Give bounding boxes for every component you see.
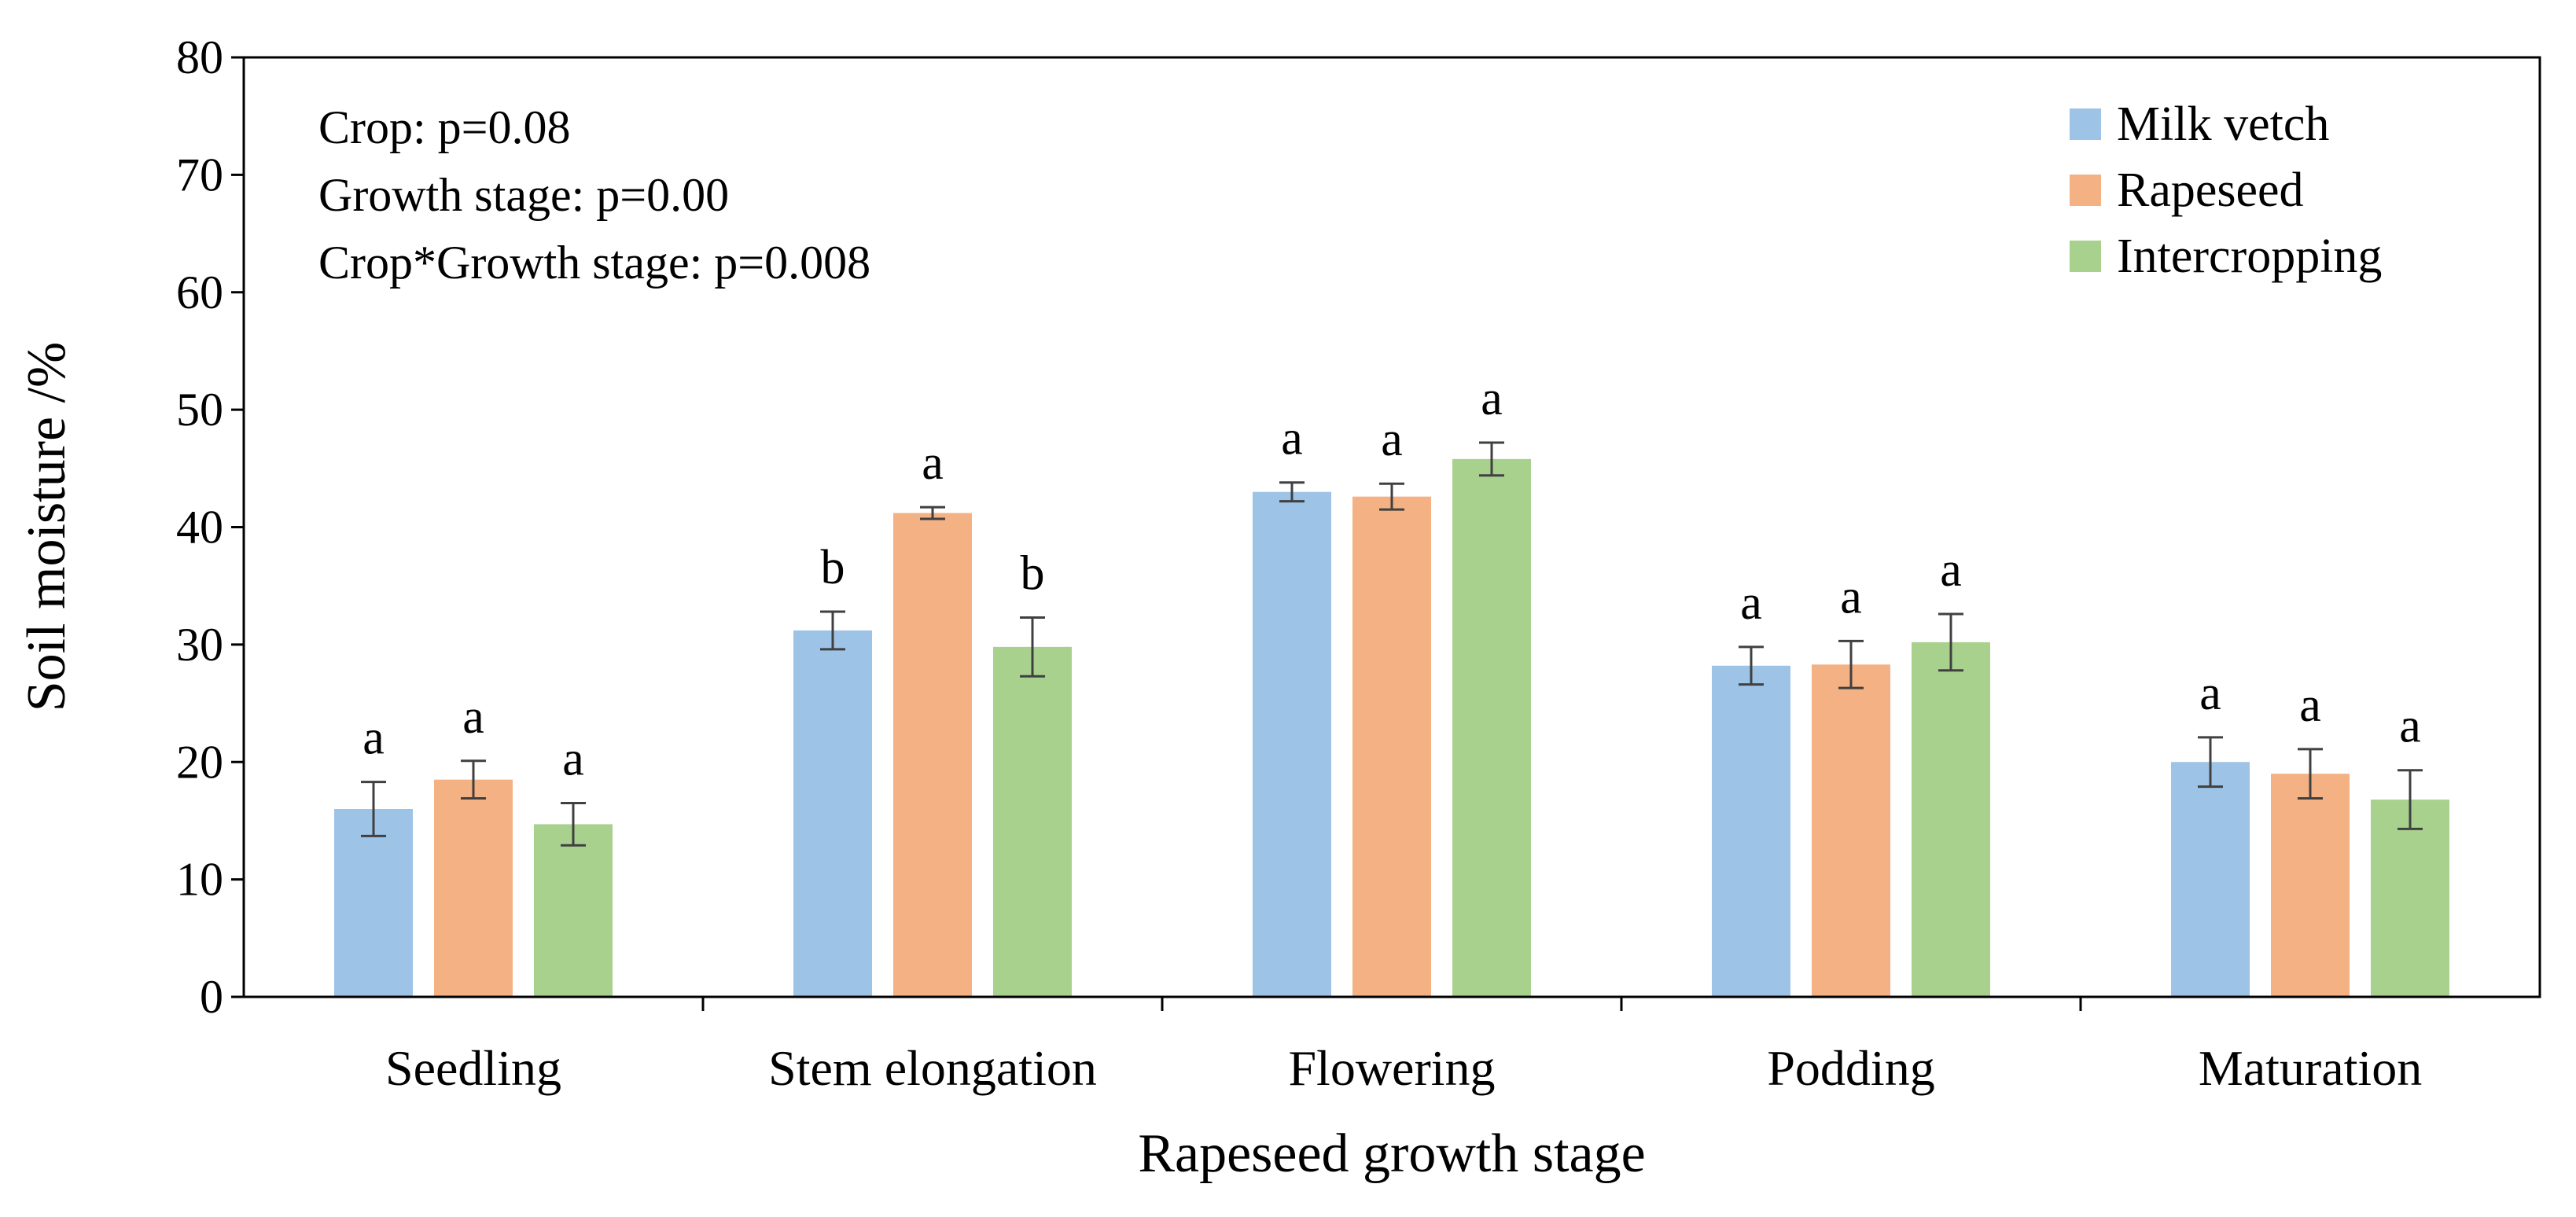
bar-intercropping-stem-elongation [993,646,1072,997]
x-tick-label-flowering: Flowering [1288,1040,1495,1096]
significance-letter-intercropping-podding: a [1940,543,1962,597]
legend-swatch-milk-vetch [2070,108,2101,140]
significance-letter-milk-vetch-maturation: a [2199,667,2221,720]
bar-intercropping-podding [1912,642,1990,997]
legend-label-intercropping: Intercropping [2117,230,2382,283]
x-axis-title: Rapeseed growth stage [1138,1123,1645,1184]
x-axis: Seedling Stem elongation Flowering Podding M… [385,997,2422,1096]
y-tick-label-60: 60 [176,267,223,318]
legend-label-milk-vetch: Milk vetch [2117,97,2329,151]
significance-letter-milk-vetch-seedling: a [362,711,385,765]
x-tick-label-seedling: Seedling [385,1040,561,1096]
y-tick-label-0: 0 [200,971,223,1023]
bar-intercropping-seedling [534,824,613,997]
annotation-crop-p: Crop: p=0.08 [318,101,571,153]
significance-letter-rapeseed-stem-elongation: a [922,436,944,490]
bar-milk-vetch-maturation [2171,762,2250,997]
y-tick-label-80: 80 [176,31,223,83]
x-tick-label-podding: Podding [1767,1040,1934,1096]
x-tick-label-stem-elongation: Stem elongation [768,1040,1097,1096]
bar-milk-vetch-podding [1712,665,1790,997]
bar-intercropping-maturation [2371,800,2449,997]
significance-letter-intercropping-stem-elongation: b [1021,547,1045,601]
significance-letter-milk-vetch-flowering: a [1281,412,1303,465]
bar-milk-vetch-seedling [334,809,413,997]
y-axis-title: Soil moisture /% [17,342,77,712]
significance-letter-rapeseed-flowering: a [1381,413,1403,466]
significance-letter-rapeseed-maturation: a [2299,678,2321,732]
bar-milk-vetch-flowering [1253,491,1331,997]
y-tick-label-40: 40 [176,502,223,553]
bar-rapeseed-podding [1812,664,1890,997]
bar-rapeseed-flowering [1352,496,1431,997]
y-tick-label-20: 20 [176,736,223,788]
y-tick-label-50: 50 [176,384,223,436]
bar-rapeseed-seedling [434,779,513,997]
bar-rapeseed-stem-elongation [893,513,972,997]
bar-milk-vetch-stem-elongation [793,630,872,997]
significance-letter-rapeseed-podding: a [1840,570,1862,623]
legend-label-rapeseed: Rapeseed [2117,164,2304,217]
significance-letters-layer: a a a b a b a a a a a a a a a [362,372,2421,786]
x-tick-label-maturation: Maturation [2199,1040,2422,1096]
y-axis: 0 10 20 30 40 50 60 70 80 [176,31,244,1023]
bars-layer [334,458,2449,997]
bar-intercropping-flowering [1452,458,1531,997]
significance-letter-rapeseed-seedling: a [462,690,484,744]
y-tick-label-30: 30 [176,619,223,671]
significance-letter-intercropping-maturation: a [2399,700,2421,753]
annotation-growth-stage-p: Growth stage: p=0.00 [318,169,729,221]
legend-swatch-intercropping [2070,241,2101,272]
annotation-interaction-p: Crop*Growth stage: p=0.008 [318,237,870,289]
legend-swatch-rapeseed [2070,175,2101,206]
significance-letter-milk-vetch-stem-elongation: b [821,541,845,594]
error-bars-layer [361,441,2423,847]
y-tick-label-10: 10 [176,854,223,906]
bar-rapeseed-maturation [2271,774,2350,997]
y-tick-label-70: 70 [176,149,223,200]
significance-letter-milk-vetch-podding: a [1740,576,1762,630]
significance-letter-intercropping-seedling: a [562,733,584,786]
legend: Milk vetch Rapeseed Intercropping [2070,97,2382,283]
significance-letter-intercropping-flowering: a [1481,372,1503,425]
